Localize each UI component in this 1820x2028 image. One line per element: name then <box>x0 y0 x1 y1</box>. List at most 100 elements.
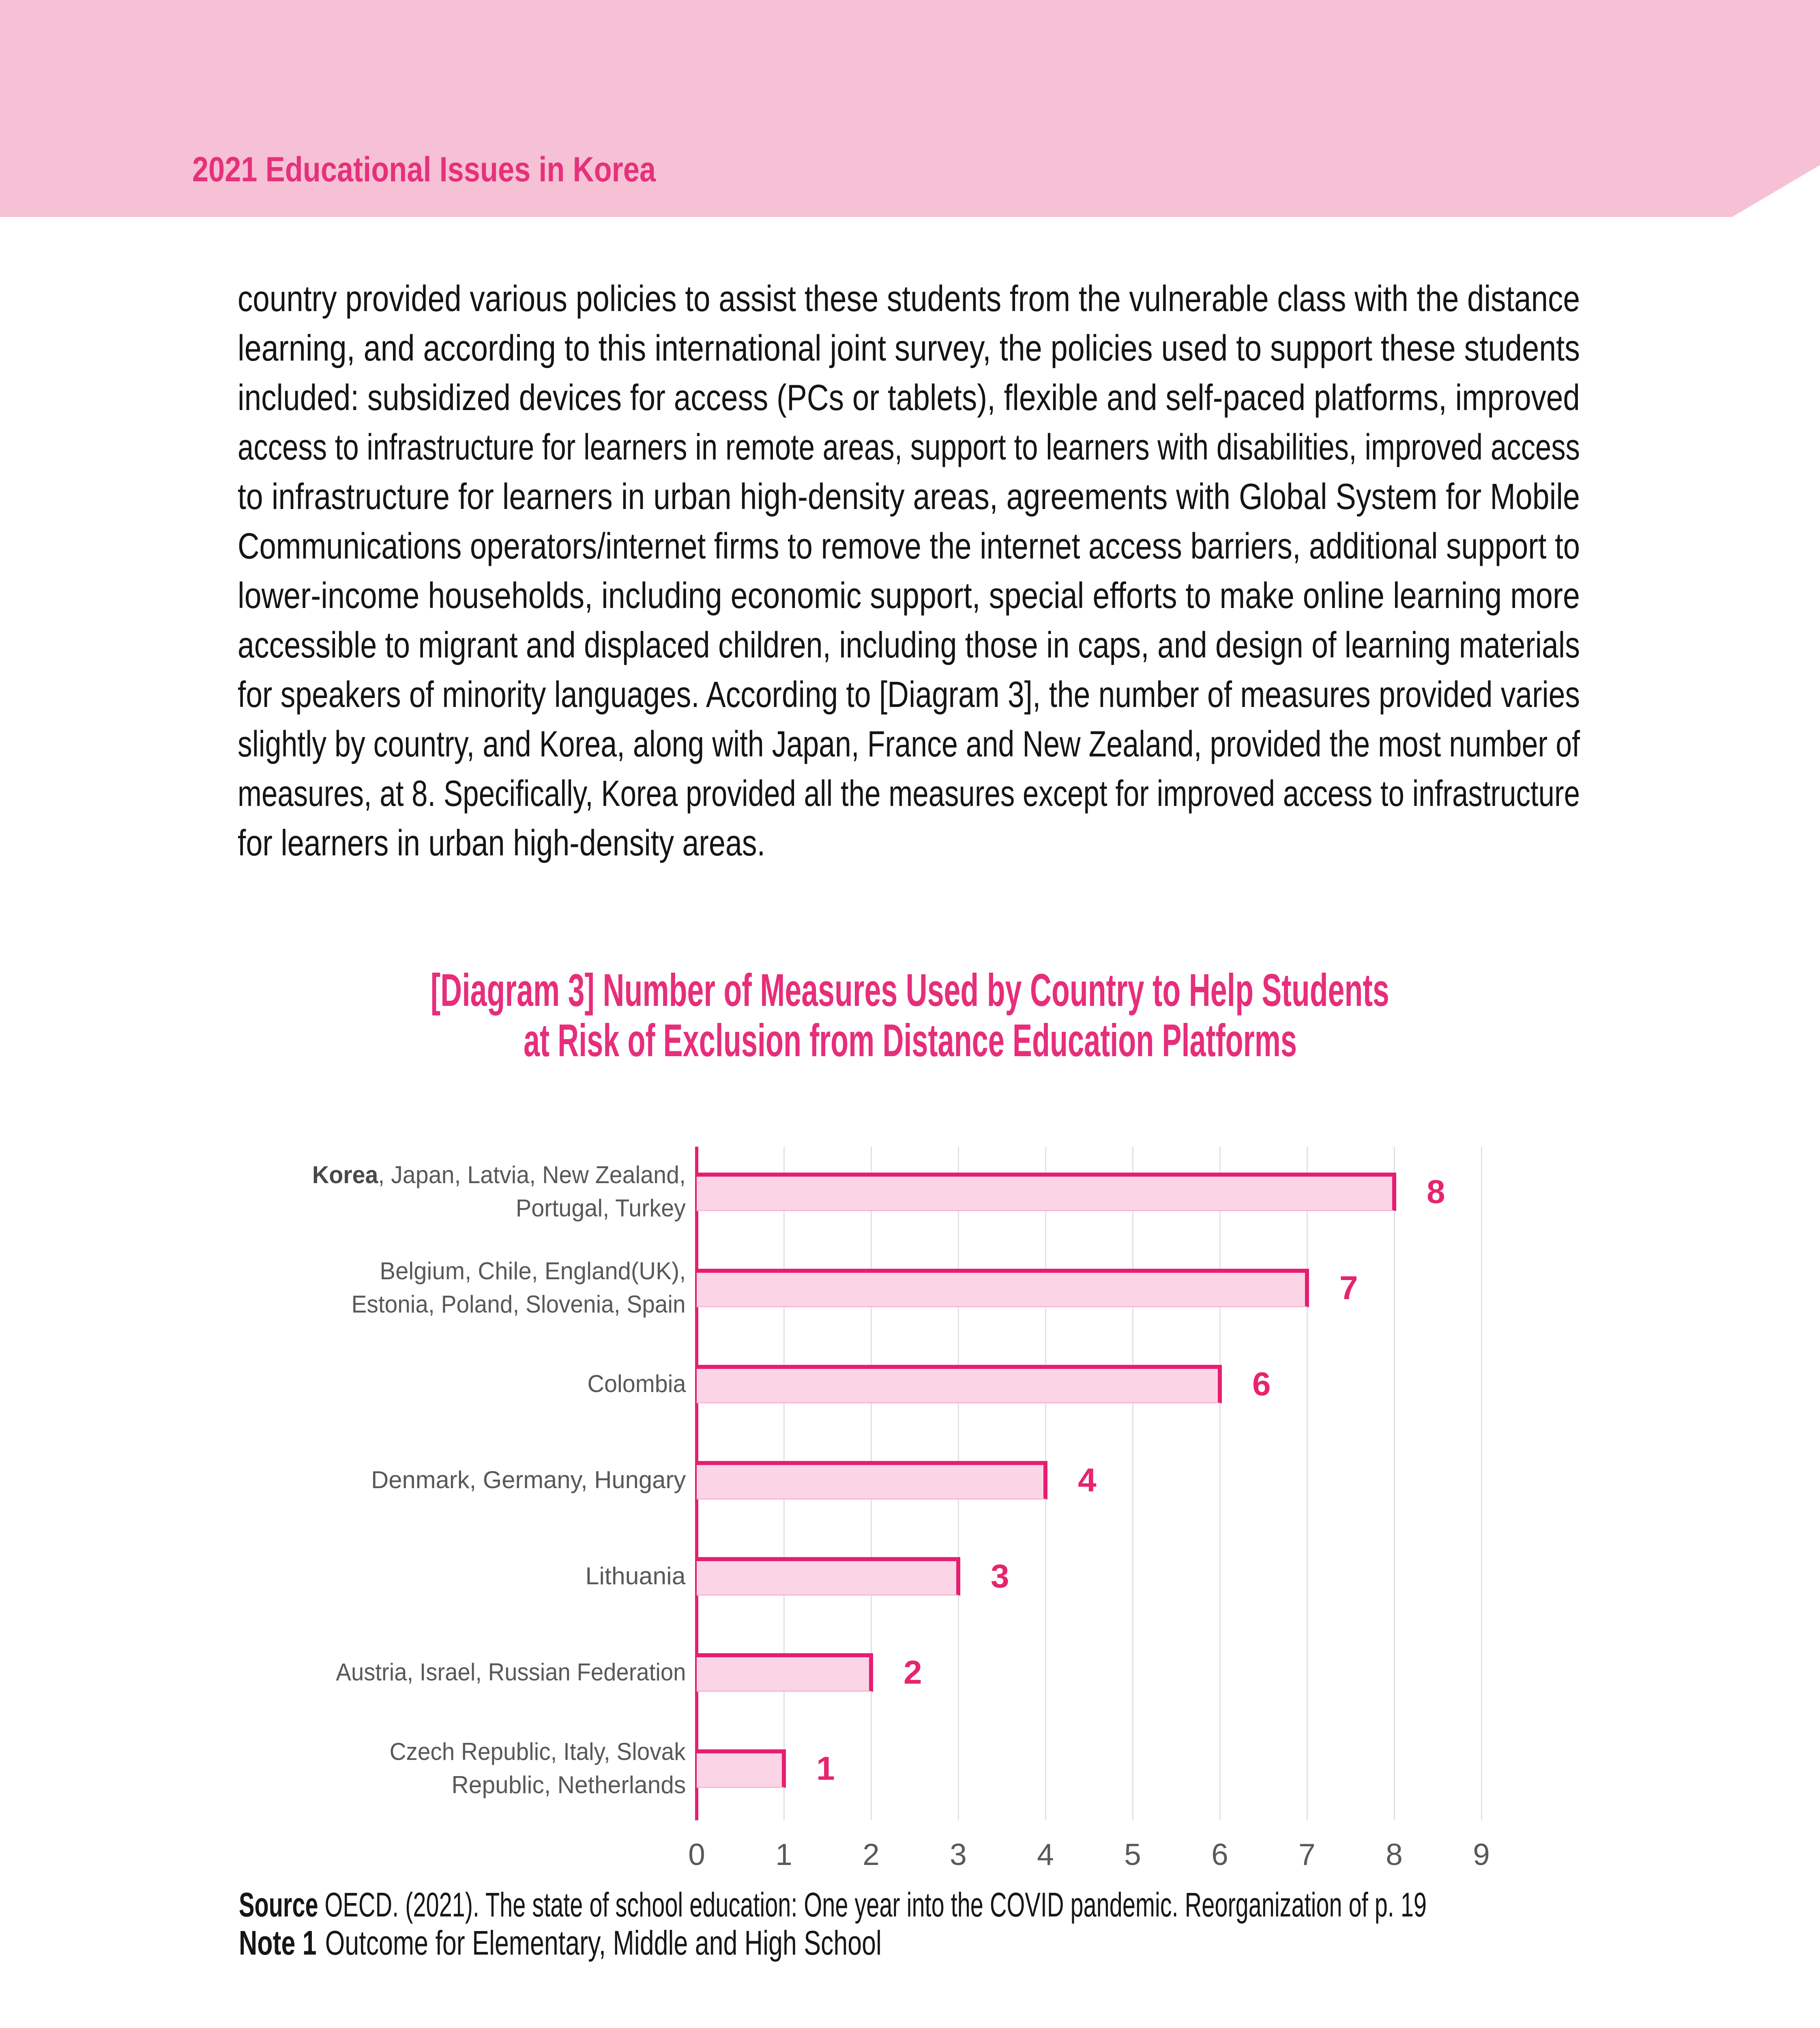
header-title: 2021 Educational Issues in Korea <box>192 152 745 187</box>
category-label-text: Austria, Israel, Russian Federation <box>336 1658 686 1686</box>
category-label: Korea, Japan, Latvia, New Zealand, Portug… <box>118 1158 686 1225</box>
category-label-text: Denmark, Germany, Hungary <box>371 1466 686 1493</box>
body-line-text: access to infrastructure for learners in… <box>238 427 1580 468</box>
source-text: OECD. (2021). The state of school educat… <box>324 1886 1427 1924</box>
gridline <box>1307 1147 1308 1820</box>
category-label: Lithuania <box>118 1560 686 1593</box>
gridline <box>1394 1147 1395 1820</box>
body-line-text: country provided various policies to ass… <box>238 279 1580 319</box>
note-text: Outcome for Elementary, Middle and High … <box>325 1924 882 1962</box>
x-tick-label: 1 <box>775 1837 792 1871</box>
x-tick-label: 6 <box>1211 1837 1228 1871</box>
x-tick-label: 9 <box>1473 1837 1490 1871</box>
category-label-line: Estonia, Poland, Slovenia, Spain <box>118 1288 686 1321</box>
bar-value-label: 8 <box>1427 1173 1445 1210</box>
source-line: Source OECD. (2021). The state of school… <box>239 1888 1820 1922</box>
category-label-line: Colombia <box>118 1367 686 1401</box>
body-line: lower-income households, including econo… <box>238 571 1580 621</box>
note-label: Note 1 <box>239 1924 317 1962</box>
header-band: 2021 Educational Issues in Korea <box>0 0 1820 217</box>
body-line: slightly by country, and Korea, along wi… <box>238 720 1580 769</box>
bar <box>697 1365 1222 1403</box>
body-line-text: included: subsidized devices for access … <box>238 378 1580 418</box>
body-line: to infrastructure for learners in urban … <box>238 472 1580 522</box>
chart-title: [Diagram 3] Number of Measures Used by C… <box>0 965 1820 1066</box>
body-line: access to infrastructure for learners in… <box>238 423 1580 472</box>
category-label-text: Czech Republic, Italy, Slovak <box>390 1738 686 1765</box>
bar <box>697 1749 786 1788</box>
chart-title-line1-text: [Diagram 3] Number of Measures Used by C… <box>430 965 1389 1016</box>
chart-title-line1: [Diagram 3] Number of Measures Used by C… <box>0 965 1820 1015</box>
body-line: for speakers of minority languages. Acco… <box>238 670 1580 720</box>
bar-value-label: 2 <box>904 1654 922 1691</box>
category-label-line: Belgium, Chile, England(UK), <box>118 1255 686 1288</box>
source-label: Source <box>239 1886 318 1924</box>
x-tick-label: 5 <box>1124 1837 1141 1871</box>
body-line: for learners in urban high-density areas… <box>238 819 1580 868</box>
gridline <box>1481 1147 1482 1820</box>
category-label-line: Austria, Israel, Russian Federation <box>118 1656 686 1689</box>
category-label-line: Portugal, Turkey <box>118 1192 686 1225</box>
source-line-text: Source OECD. (2021). The state of school… <box>239 1888 1427 1922</box>
category-label: Austria, Israel, Russian Federation <box>118 1656 686 1689</box>
category-label-line: Korea, Japan, Latvia, New Zealand, <box>118 1158 686 1192</box>
category-label-text: Korea, Japan, Latvia, New Zealand, <box>312 1161 686 1188</box>
category-label: Belgium, Chile, England(UK), Estonia, Pol… <box>118 1255 686 1321</box>
bar-value-label: 1 <box>816 1750 835 1787</box>
note-line: Note 1 Outcome for Elementary, Middle and… <box>239 1926 1100 1960</box>
chart-title-line2-text: at Risk of Exclusion from Distance Educa… <box>523 1015 1297 1066</box>
category-label-text: Lithuania <box>586 1562 686 1590</box>
category-label-bold: Korea <box>312 1161 378 1188</box>
bar <box>697 1269 1309 1307</box>
category-label-text: Portugal, Turkey <box>516 1194 686 1222</box>
category-label-text: Estonia, Poland, Slovenia, Spain <box>352 1291 686 1318</box>
x-tick-label: 0 <box>688 1837 705 1871</box>
x-tick-label: 4 <box>1037 1837 1054 1871</box>
body-line: Communications operators/internet firms … <box>238 522 1580 571</box>
bar-value-label: 3 <box>991 1558 1009 1595</box>
body-line-text: measures, at 8. Specifically, Korea prov… <box>238 773 1580 814</box>
body-line: measures, at 8. Specifically, Korea prov… <box>238 769 1580 819</box>
bar <box>697 1461 1047 1500</box>
note-line-text: Note 1 Outcome for Elementary, Middle and… <box>239 1926 882 1960</box>
body-line-text: lower-income households, including econo… <box>238 576 1580 616</box>
bar-value-label: 7 <box>1339 1270 1358 1306</box>
category-label: Czech Republic, Italy, Slovak Republic, N… <box>118 1735 686 1802</box>
bar-value-label: 6 <box>1252 1366 1271 1403</box>
bar <box>697 1173 1396 1211</box>
body-line-text: to infrastructure for learners in urban … <box>238 477 1580 517</box>
category-label-text: Republic, Netherlands <box>451 1771 686 1798</box>
x-tick-label: 3 <box>950 1837 967 1871</box>
category-label-line: Denmark, Germany, Hungary <box>118 1463 686 1497</box>
chart-title-line2: at Risk of Exclusion from Distance Educa… <box>0 1015 1820 1066</box>
body-line-text: for learners in urban high-density areas… <box>238 823 766 864</box>
bar <box>697 1557 960 1596</box>
body-line: accessible to migrant and displaced chil… <box>238 621 1580 670</box>
body-line-text: Communications operators/internet firms … <box>238 526 1580 567</box>
category-label-line: Republic, Netherlands <box>118 1768 686 1802</box>
body-line: country provided various policies to ass… <box>238 274 1580 324</box>
x-tick-label: 2 <box>863 1837 880 1871</box>
category-label-text: Colombia <box>587 1370 686 1397</box>
body-line-text: for speakers of minority languages. Acco… <box>238 675 1580 715</box>
bar <box>697 1653 873 1692</box>
bar-value-label: 4 <box>1078 1462 1097 1499</box>
body-line-text: learning, and according to this internat… <box>238 328 1580 369</box>
category-label-line: Lithuania <box>118 1560 686 1593</box>
body-line: included: subsidized devices for access … <box>238 373 1580 423</box>
header-title-text: 2021 Educational Issues in Korea <box>192 150 656 189</box>
body-paragraph: country provided various policies to ass… <box>238 274 1580 868</box>
category-label: Colombia <box>118 1367 686 1401</box>
gridline <box>1219 1147 1221 1820</box>
body-line: learning, and according to this internat… <box>238 324 1580 373</box>
gridline <box>1132 1147 1133 1820</box>
x-tick-label: 8 <box>1386 1837 1403 1871</box>
category-label: Denmark, Germany, Hungary <box>118 1463 686 1497</box>
body-line-text: slightly by country, and Korea, along wi… <box>238 724 1580 765</box>
category-label-text: Belgium, Chile, England(UK), <box>380 1257 686 1285</box>
x-tick-label: 7 <box>1298 1837 1316 1871</box>
body-line-text: accessible to migrant and displaced chil… <box>238 625 1580 666</box>
category-label-line: Czech Republic, Italy, Slovak <box>118 1735 686 1768</box>
